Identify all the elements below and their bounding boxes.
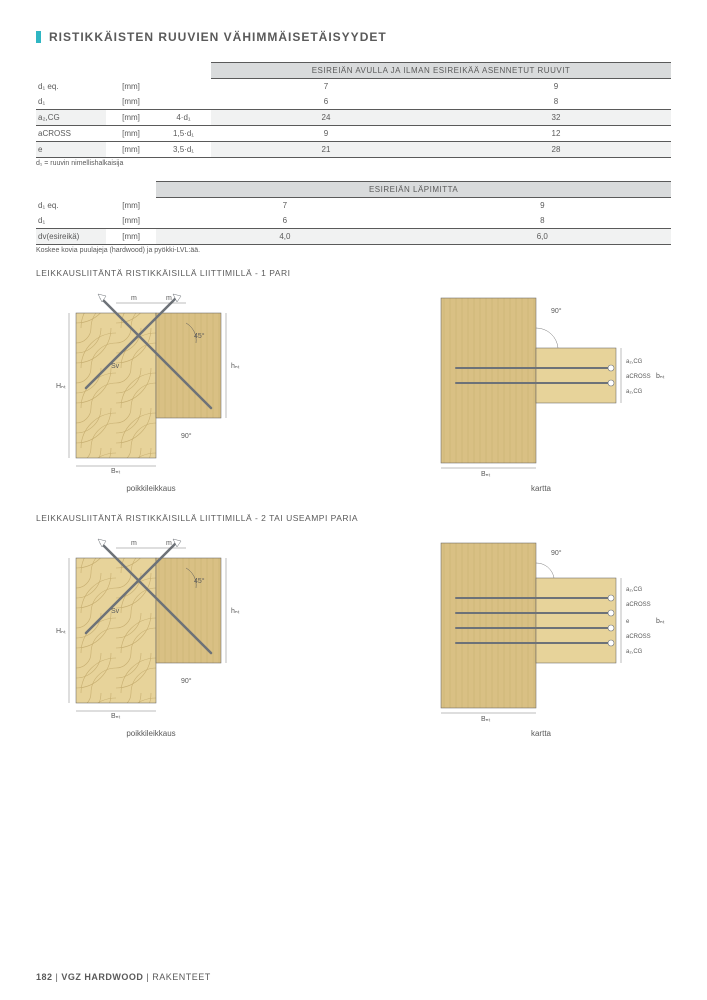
svg-text:hₙₜ: hₙₜ bbox=[231, 608, 240, 615]
cross-section-svg-2: 45° 90° m m Hₙₜ hₙₜ Sv Bₙₜ bbox=[36, 533, 266, 723]
svg-text:m: m bbox=[131, 295, 137, 302]
svg-text:m: m bbox=[131, 540, 137, 547]
table-pilot-hole: ESIREIÄN LÄPIMITTA d₁ eq. [mm] 7 9 d₁ [m… bbox=[36, 181, 671, 245]
svg-text:m: m bbox=[166, 295, 172, 302]
caption-left-1: poikkileikkaus bbox=[126, 484, 175, 493]
section1-diagrams: 45° 90° m m Hₙₜ hₙₜ Sv Bₙₜ poikkileikkau… bbox=[36, 288, 671, 493]
table-cell: 12 bbox=[441, 126, 671, 142]
cross-section-svg: 45° 90° m m Hₙₜ hₙₜ Sv Bₙₜ bbox=[36, 288, 266, 478]
svg-text:a₂,CG: a₂,CG bbox=[626, 359, 643, 365]
svg-text:bₙₜ: bₙₜ bbox=[656, 618, 665, 625]
svg-text:hₙₜ: hₙₜ bbox=[231, 363, 240, 370]
svg-text:aCROSS: aCROSS bbox=[626, 374, 651, 380]
diagram-cross-section-1: 45° 90° m m Hₙₜ hₙₜ Sv Bₙₜ poikkileikkau… bbox=[36, 288, 266, 493]
svg-text:Bₙₜ: Bₙₜ bbox=[481, 471, 491, 478]
table2-header: ESIREIÄN LÄPIMITTA bbox=[156, 182, 671, 198]
table-row-label: aCROSS bbox=[36, 126, 106, 142]
svg-text:Hₙₜ: Hₙₜ bbox=[56, 628, 66, 635]
table-cell: 7 bbox=[211, 79, 441, 95]
svg-text:Bₙₜ: Bₙₜ bbox=[111, 713, 121, 720]
table-formula: 1,5·d₁ bbox=[156, 126, 211, 142]
footer-product: VGZ HARDWOOD bbox=[61, 972, 143, 982]
diagram-cross-section-2: 45° 90° m m Hₙₜ hₙₜ Sv Bₙₜ poikkileikkau… bbox=[36, 533, 266, 738]
table-row-label: d₁ bbox=[36, 94, 106, 110]
table-row-label: e bbox=[36, 142, 106, 158]
table-cell: 24 bbox=[211, 110, 441, 126]
svg-text:a₂,CG: a₂,CG bbox=[626, 389, 643, 395]
plan-svg-1: 90° a₂,CG aCROSS a₂,CG bₙₜ Bₙₜ bbox=[411, 288, 671, 478]
table-cell: 6 bbox=[211, 94, 441, 110]
table-cell: 7 bbox=[156, 198, 413, 214]
caption-right-2: kartta bbox=[531, 729, 551, 738]
svg-text:Bₙₜ: Bₙₜ bbox=[481, 716, 491, 723]
svg-text:90°: 90° bbox=[551, 549, 562, 557]
table-min-distances: ESIREIÄN AVULLA JA ILMAN ESIREIKÄÄ ASENN… bbox=[36, 62, 671, 158]
svg-text:Sv: Sv bbox=[111, 608, 120, 615]
svg-text:Bₙₜ: Bₙₜ bbox=[111, 468, 121, 475]
table-cell: 32 bbox=[441, 110, 671, 126]
table-unit: [mm] bbox=[106, 94, 156, 110]
svg-text:m: m bbox=[166, 540, 172, 547]
section1-title: LEIKKAUSLIITÄNTÄ RISTIKKÄISILLÄ LIITTIMI… bbox=[36, 268, 671, 278]
section2-title: LEIKKAUSLIITÄNTÄ RISTIKKÄISILLÄ LIITTIMI… bbox=[36, 513, 671, 523]
page-footer: 182 | VGZ HARDWOOD | RAKENTEET bbox=[36, 972, 211, 982]
table1-footnote: d₁ = ruuvin nimellishalkaisija bbox=[36, 160, 671, 167]
diagram-plan-2: 90° a₂,CG aCROSS e aCROSS a₂,CG bₙₜ Bₙₜ … bbox=[411, 533, 671, 738]
table-cell: 21 bbox=[211, 142, 441, 158]
page-number: 182 bbox=[36, 972, 53, 982]
svg-text:bₙₜ: bₙₜ bbox=[656, 373, 665, 380]
svg-text:45°: 45° bbox=[194, 332, 205, 340]
table-row-label: d₁ eq. bbox=[36, 79, 106, 95]
table-unit: [mm] bbox=[106, 213, 156, 229]
table-unit: [mm] bbox=[106, 126, 156, 142]
table-formula: 3,5·d₁ bbox=[156, 142, 211, 158]
table-unit: [mm] bbox=[106, 79, 156, 95]
table-row-label: d₁ bbox=[36, 213, 106, 229]
svg-text:90°: 90° bbox=[551, 307, 562, 315]
table-unit: [mm] bbox=[106, 198, 156, 214]
heading-text: RISTIKKÄISTEN RUUVIEN VÄHIMMÄISETÄISYYDE… bbox=[49, 30, 387, 44]
table-unit: [mm] bbox=[106, 110, 156, 126]
table-unit: [mm] bbox=[106, 229, 156, 245]
table-cell: 9 bbox=[211, 126, 441, 142]
table1-header: ESIREIÄN AVULLA JA ILMAN ESIREIKÄÄ ASENN… bbox=[211, 63, 671, 79]
table-cell: 9 bbox=[441, 79, 671, 95]
table-cell: 6 bbox=[156, 213, 413, 229]
table-row-label: dv(esireikä) bbox=[36, 229, 106, 245]
svg-text:90°: 90° bbox=[181, 677, 192, 685]
table-row-label: a₂,CG bbox=[36, 110, 106, 126]
footer-category: RAKENTEET bbox=[152, 972, 211, 982]
table-unit: [mm] bbox=[106, 142, 156, 158]
table-cell: 6,0 bbox=[414, 229, 671, 245]
svg-text:90°: 90° bbox=[181, 432, 192, 440]
svg-text:aCROSS: aCROSS bbox=[626, 602, 651, 608]
svg-text:45°: 45° bbox=[194, 577, 205, 585]
table-cell: 28 bbox=[441, 142, 671, 158]
svg-text:a₂,CG: a₂,CG bbox=[626, 587, 643, 593]
heading-accent-bar bbox=[36, 31, 41, 43]
caption-left-2: poikkileikkaus bbox=[126, 729, 175, 738]
svg-text:Hₙₜ: Hₙₜ bbox=[56, 383, 66, 390]
svg-text:e: e bbox=[626, 619, 630, 625]
table-cell: 4,0 bbox=[156, 229, 413, 245]
page-heading: RISTIKKÄISTEN RUUVIEN VÄHIMMÄISETÄISYYDE… bbox=[36, 30, 671, 44]
svg-text:a₂,CG: a₂,CG bbox=[626, 649, 643, 655]
section2-diagrams: 45° 90° m m Hₙₜ hₙₜ Sv Bₙₜ poikkileikkau… bbox=[36, 533, 671, 738]
svg-text:Sv: Sv bbox=[111, 363, 120, 370]
diagram-plan-1: 90° a₂,CG aCROSS a₂,CG bₙₜ Bₙₜ kartta bbox=[411, 288, 671, 493]
svg-text:aCROSS: aCROSS bbox=[626, 634, 651, 640]
table-cell: 8 bbox=[414, 213, 671, 229]
table2-footnote: Koskee kovia puulajeja (hardwood) ja pyö… bbox=[36, 247, 671, 254]
plan-svg-2: 90° a₂,CG aCROSS e aCROSS a₂,CG bₙₜ Bₙₜ bbox=[411, 533, 671, 723]
table-row-label: d₁ eq. bbox=[36, 198, 106, 214]
caption-right-1: kartta bbox=[531, 484, 551, 493]
table-cell: 8 bbox=[441, 94, 671, 110]
table-cell: 9 bbox=[414, 198, 671, 214]
table-formula: 4·d₁ bbox=[156, 110, 211, 126]
